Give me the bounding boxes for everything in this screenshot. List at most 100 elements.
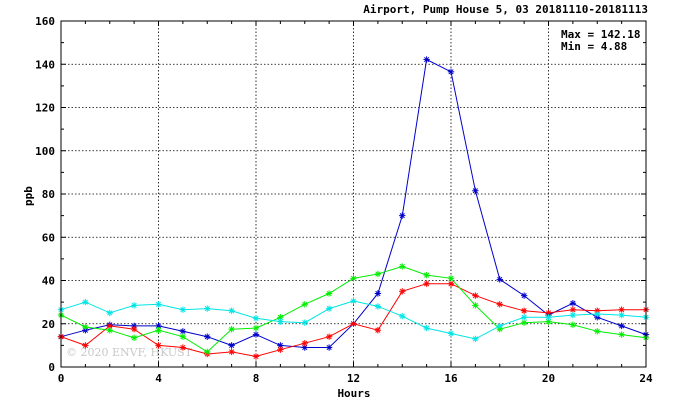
y-tick-label: 40 xyxy=(42,275,55,288)
x-tick-label: 16 xyxy=(444,372,458,385)
data-point xyxy=(179,333,187,340)
data-point xyxy=(496,301,503,308)
data-point xyxy=(520,319,528,326)
data-point xyxy=(252,331,260,338)
data-point xyxy=(374,270,382,278)
tick-labels: 0 4 8 12 16 20 24 0 20 40 60 80 100 120 140 160 xyxy=(35,15,653,385)
data-point xyxy=(569,306,577,313)
data-point xyxy=(520,307,528,314)
watermark: © 2020 ENVF, HKUST xyxy=(66,346,193,359)
data-point xyxy=(301,340,308,347)
data-point xyxy=(618,306,625,313)
data-point xyxy=(520,314,528,321)
data-point xyxy=(399,263,406,270)
data-point xyxy=(447,330,455,337)
data-point xyxy=(325,333,333,340)
data-point xyxy=(472,335,479,343)
data-point xyxy=(618,322,625,330)
data-point xyxy=(569,300,577,307)
data-point xyxy=(618,331,625,338)
data-point xyxy=(204,333,211,340)
data-point xyxy=(618,311,625,319)
data-point xyxy=(374,327,382,334)
chart-title: Airport, Pump House 5, 03 20181110-20181… xyxy=(363,3,648,16)
data-point xyxy=(350,297,357,305)
y-tick-label: 160 xyxy=(35,15,55,28)
data-point xyxy=(228,348,235,356)
data-point xyxy=(496,276,503,283)
data-point xyxy=(594,310,601,318)
data-point xyxy=(520,292,528,299)
x-tick-label: 24 xyxy=(639,372,653,385)
x-tick-label: 12 xyxy=(347,372,360,385)
data-point xyxy=(423,280,430,287)
data-point xyxy=(399,312,406,320)
data-point xyxy=(545,314,552,321)
data-point xyxy=(277,342,284,349)
data-point xyxy=(594,328,601,335)
data-point xyxy=(82,298,89,306)
y-tick-label: 140 xyxy=(35,58,55,71)
data-point xyxy=(472,292,479,299)
data-point xyxy=(277,346,284,353)
data-point xyxy=(325,305,333,312)
x-axis-label: Hours xyxy=(337,387,370,400)
data-point xyxy=(472,302,479,309)
data-point xyxy=(350,320,357,327)
data-point xyxy=(82,342,89,349)
data-point xyxy=(155,327,162,334)
data-point xyxy=(228,307,235,314)
x-tick-label: 20 xyxy=(542,372,555,385)
x-tick-label: 8 xyxy=(253,372,260,385)
max-stat: Max = 142.18 xyxy=(561,28,640,41)
y-tick-label: 100 xyxy=(35,145,55,158)
x-tick-label: 4 xyxy=(155,372,162,385)
data-point xyxy=(569,321,577,329)
data-point xyxy=(130,325,138,333)
data-point xyxy=(447,68,455,76)
data-point xyxy=(179,344,187,351)
data-point xyxy=(252,315,260,322)
data-point xyxy=(228,325,235,333)
data-point xyxy=(130,302,138,309)
data-point xyxy=(106,309,113,317)
data-point xyxy=(179,306,187,313)
data-point xyxy=(350,275,357,282)
grid-lines xyxy=(61,21,646,367)
data-point xyxy=(374,290,382,297)
data-point xyxy=(399,212,406,219)
data-point xyxy=(447,275,455,282)
axis-ticks xyxy=(60,20,647,368)
data-point xyxy=(228,342,235,349)
x-tick-label: 0 xyxy=(58,372,65,385)
y-axis-label: ppb xyxy=(22,186,35,206)
data-point xyxy=(179,328,187,335)
data-point xyxy=(204,305,211,312)
series-4 xyxy=(57,297,650,343)
data-point xyxy=(252,353,260,360)
data-point xyxy=(155,301,162,308)
data-point xyxy=(374,303,382,310)
data-point xyxy=(252,324,260,332)
y-tick-label: 80 xyxy=(42,188,55,201)
data-point xyxy=(325,290,333,297)
min-stat: Min = 4.88 xyxy=(561,40,627,53)
data-point xyxy=(155,342,162,349)
data-point xyxy=(277,318,284,325)
data-point xyxy=(399,288,406,295)
data-point xyxy=(325,344,333,351)
data-point xyxy=(301,319,308,326)
data-point xyxy=(130,334,138,342)
data-point xyxy=(301,301,308,308)
y-tick-label: 120 xyxy=(35,102,55,115)
data-point xyxy=(204,348,211,356)
data-point xyxy=(82,323,89,331)
series-3 xyxy=(57,263,650,356)
data-point xyxy=(423,324,430,332)
y-tick-label: 20 xyxy=(42,318,55,331)
data-point xyxy=(423,56,430,63)
data-point xyxy=(496,322,503,330)
data-point xyxy=(569,311,577,319)
y-tick-label: 60 xyxy=(42,231,55,244)
